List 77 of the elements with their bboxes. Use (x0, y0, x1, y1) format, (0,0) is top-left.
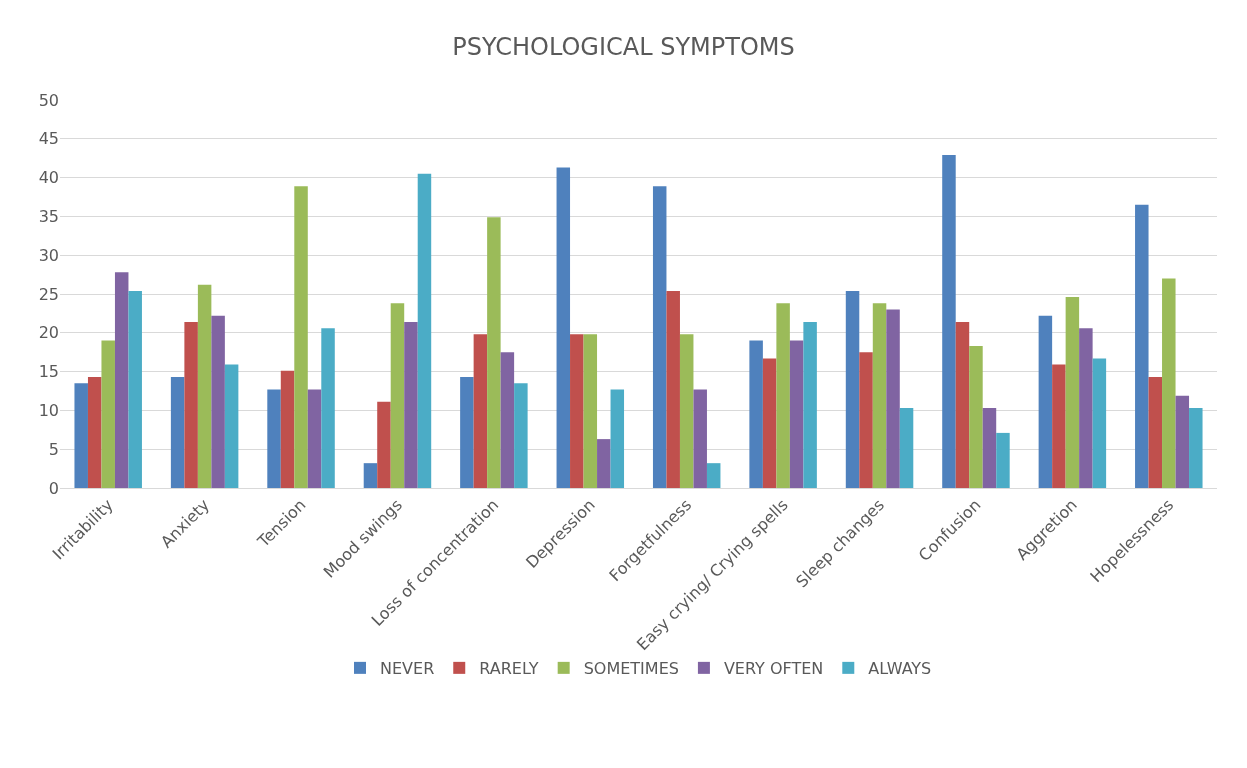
legend-label: RARELY (479, 659, 539, 679)
y-tick-label: 25 (38, 284, 59, 304)
bar (803, 321, 817, 488)
bar (996, 432, 1010, 488)
bar (307, 389, 322, 488)
bar (184, 321, 198, 488)
bar (570, 334, 584, 488)
bar (363, 463, 378, 488)
bar (1135, 204, 1149, 488)
legend-label: ALWAYS (868, 659, 932, 679)
bar (473, 334, 488, 488)
bar (556, 167, 571, 488)
bar (859, 352, 873, 488)
bar (872, 303, 887, 488)
bar (417, 173, 432, 488)
bar (404, 321, 418, 488)
legend-label: VERY OFTEN (723, 659, 824, 679)
bar (776, 303, 790, 488)
bar (969, 345, 983, 488)
bar (101, 340, 115, 488)
bar (666, 290, 680, 488)
y-tick-label: 0 (48, 478, 59, 498)
bar (514, 383, 528, 488)
bar (597, 439, 611, 488)
bar (652, 186, 667, 488)
bar (460, 377, 474, 488)
bar (955, 321, 970, 488)
bar (899, 408, 914, 488)
y-tick-label: 15 (38, 362, 59, 382)
bar (1052, 364, 1066, 488)
bar (1189, 408, 1203, 488)
bar (942, 155, 956, 488)
bar (1175, 395, 1190, 488)
bar (224, 364, 239, 488)
bar (267, 389, 281, 488)
bar (294, 186, 308, 488)
bar (1148, 377, 1163, 488)
bar (377, 401, 391, 488)
bar (1162, 278, 1176, 488)
y-tick-label: 30 (38, 245, 59, 265)
bar (280, 370, 295, 488)
bar (610, 389, 625, 488)
legend-label: SOMETIMES (583, 659, 679, 679)
legend-label: NEVER (380, 659, 435, 679)
bar (487, 217, 501, 488)
bar (1065, 297, 1080, 488)
bar (886, 309, 900, 488)
y-tick-label: 50 (38, 90, 59, 110)
bar (321, 328, 335, 488)
bar (114, 272, 129, 488)
chart-title: PSYCHOLOGICAL SYMPTOMS (452, 33, 795, 62)
y-tick-label: 20 (38, 323, 59, 343)
bar (789, 340, 804, 488)
bar (749, 340, 763, 488)
y-tick-label: 5 (48, 439, 59, 459)
bar (1079, 328, 1093, 488)
bar (211, 315, 225, 488)
bar (74, 383, 88, 488)
bar (982, 408, 997, 488)
bar (762, 358, 777, 488)
bar (500, 352, 515, 488)
bar (845, 290, 860, 488)
bar (1038, 315, 1053, 488)
y-tick-label: 45 (38, 129, 59, 149)
bar (1092, 358, 1107, 488)
bar (390, 303, 405, 488)
y-tick-label: 35 (38, 207, 59, 226)
bar (170, 377, 185, 488)
y-tick-label: 40 (38, 168, 59, 188)
bar (87, 377, 102, 488)
bar (128, 290, 142, 488)
bar (706, 463, 721, 488)
y-tick-label: 10 (38, 401, 59, 420)
bar (693, 389, 707, 488)
bar (197, 284, 212, 488)
bar (679, 334, 694, 488)
bar (583, 334, 598, 488)
